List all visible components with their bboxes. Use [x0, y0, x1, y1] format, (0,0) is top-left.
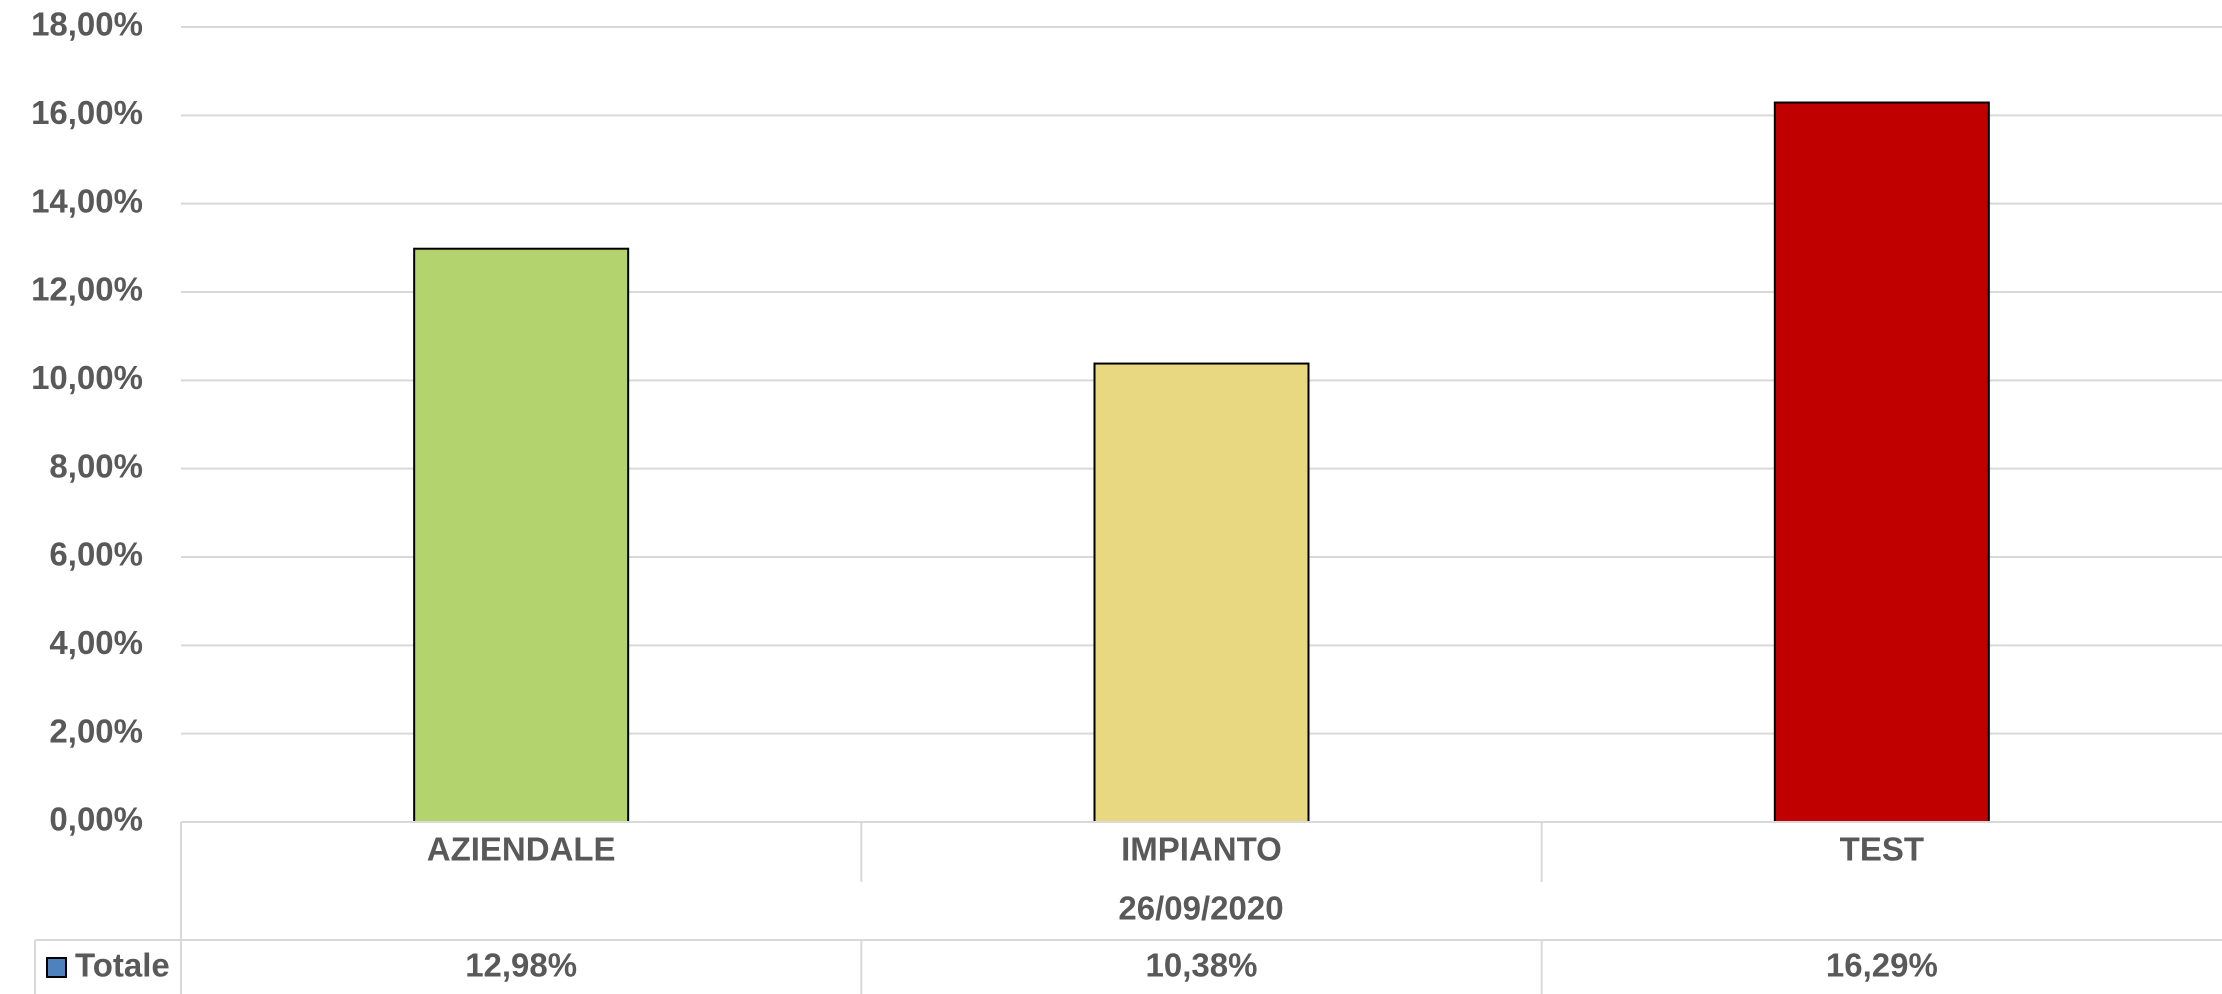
table-value: 16,29%	[1826, 947, 1938, 984]
y-tick-label: 0,00%	[49, 801, 143, 838]
y-tick-label: 14,00%	[31, 182, 143, 219]
x-tick-label: AZIENDALE	[427, 831, 616, 868]
table-value: 10,38%	[1146, 947, 1258, 984]
bar	[1773, 101, 1990, 823]
y-tick-label: 8,00%	[49, 447, 143, 484]
y-tick-label: 2,00%	[49, 712, 143, 749]
legend-key	[46, 957, 67, 978]
y-tick-label: 12,00%	[31, 271, 143, 308]
x-tick-label: IMPIANTO	[1121, 831, 1282, 868]
group-label: 26/09/2020	[1118, 890, 1283, 927]
y-tick-label: 10,00%	[31, 359, 143, 396]
bar	[1093, 362, 1310, 823]
bar	[413, 247, 630, 823]
y-tick-label: 16,00%	[31, 94, 143, 131]
y-tick-label: 4,00%	[49, 624, 143, 661]
y-tick-label: 18,00%	[31, 6, 143, 43]
x-tick-label: TEST	[1840, 831, 1924, 868]
legend-label: Totale	[75, 947, 170, 984]
table-value: 12,98%	[465, 947, 577, 984]
y-tick-label: 6,00%	[49, 536, 143, 573]
